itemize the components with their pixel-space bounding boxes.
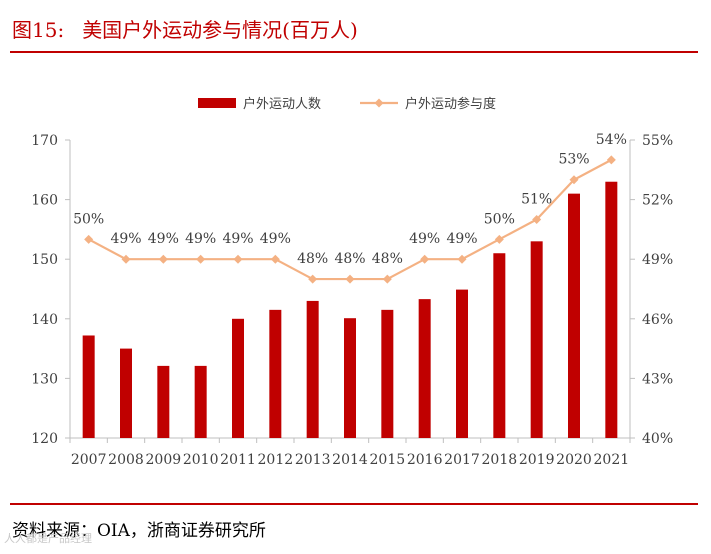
right-tick-label: 43%	[642, 371, 673, 387]
right-tick-label: 49%	[642, 252, 673, 268]
x-tick-label: 2013	[295, 452, 331, 468]
outdoor-participation-chart: 户外运动人数 户外运动参与度 120 130 140 150 160 170 40% 43% 46…	[31, 96, 673, 468]
source-note: 资料来源：OIA，浙商证券研究所	[12, 521, 266, 541]
chart-title: 美国户外运动参与情况(百万人)	[82, 18, 358, 42]
participation-point-2015	[382, 274, 392, 284]
x-tick-label: 2014	[332, 452, 368, 468]
x-tick-label: 2019	[519, 452, 555, 468]
left-tick-label: 160	[31, 193, 58, 209]
figure-label: 图15:	[12, 18, 65, 42]
participation-point-2016	[420, 254, 430, 264]
participation-label-2010: 49%	[185, 231, 216, 247]
bar-2010	[194, 365, 207, 438]
x-tick-label: 2012	[258, 452, 294, 468]
bar-2019	[530, 241, 543, 438]
legend-bar-label: 户外运动人数	[243, 96, 321, 112]
bar-2013	[306, 300, 319, 438]
source-divider	[10, 503, 698, 505]
x-tick-label: 2017	[444, 452, 480, 468]
bar-2012	[269, 309, 282, 438]
participation-label-2016: 49%	[409, 231, 440, 247]
participation-point-2011	[233, 254, 243, 264]
bar-2014	[344, 318, 356, 438]
x-tick-label: 2015	[370, 452, 406, 468]
x-tick-label: 2016	[407, 452, 443, 468]
x-tick-label: 2021	[594, 452, 630, 468]
participation-label-2019: 51%	[521, 191, 552, 207]
left-tick-label: 140	[31, 312, 58, 328]
bar-2021	[605, 181, 618, 438]
right-tick-label: 46%	[642, 312, 673, 328]
participation-point-2019	[532, 214, 542, 224]
right-tick-label: 52%	[642, 193, 673, 209]
participation-label-2008: 49%	[110, 231, 141, 247]
left-tick-label: 150	[31, 252, 58, 268]
x-tick-label: 2009	[146, 452, 182, 468]
right-tick-label: 40%	[642, 431, 673, 447]
bar-2018	[493, 253, 506, 438]
figure-title: 图15: 美国户外运动参与情况(百万人)	[12, 14, 358, 43]
participation-point-2009	[158, 254, 168, 264]
right-tick-label: 55%	[642, 133, 673, 149]
x-tick-label: 2020	[556, 452, 592, 468]
participation-label-2009: 49%	[148, 231, 179, 247]
bar-2017	[456, 289, 468, 438]
bar-2015	[381, 309, 394, 438]
participation-point-2020	[569, 175, 579, 185]
left-tick-label: 120	[31, 431, 58, 447]
participation-point-2013	[308, 274, 318, 284]
left-tick-label: 170	[31, 133, 58, 149]
x-tick-label: 2008	[108, 452, 144, 468]
participation-point-2017	[457, 254, 467, 264]
participation-label-2012: 49%	[260, 231, 291, 247]
legend-line-marker	[374, 98, 384, 108]
participation-label-2021: 54%	[596, 132, 627, 148]
data-labels: 50% 49% 49% 49% 49% 49% 48% 48% 48% 49% 49% 50% 51% 5…	[73, 132, 627, 267]
legend-bar-swatch	[198, 98, 236, 108]
participation-point-2012	[270, 254, 280, 264]
participation-label-2007: 50%	[73, 211, 104, 227]
participation-point-2021	[606, 155, 616, 165]
participation-label-2013: 48%	[297, 251, 328, 267]
participation-label-2017: 49%	[446, 231, 477, 247]
participation-point-2010	[196, 254, 206, 264]
x-tick-label: 2007	[71, 452, 107, 468]
legend-line-label: 户外运动参与度	[405, 96, 496, 112]
participation-point-2018	[494, 234, 504, 244]
bar-2008	[120, 348, 132, 438]
bar-2016	[418, 299, 431, 438]
title-divider	[10, 51, 698, 53]
x-tick-label: 2011	[220, 452, 256, 468]
participation-point-2014	[345, 274, 355, 284]
participation-label-2015: 48%	[372, 251, 403, 267]
participation-label-2011: 49%	[222, 231, 253, 247]
participation-point-2007	[84, 234, 94, 244]
watermark: 人人都是产品经理	[4, 532, 92, 545]
x-tick-label: 2018	[482, 452, 518, 468]
participation-label-2020: 53%	[558, 152, 589, 168]
participation-point-2008	[121, 254, 131, 264]
bar-2020	[568, 193, 580, 438]
participation-label-2014: 48%	[334, 251, 365, 267]
legend: 户外运动人数 户外运动参与度	[198, 96, 496, 112]
bar-2009	[157, 365, 170, 438]
x-tick-label: 2010	[183, 452, 219, 468]
bar-2007	[82, 335, 95, 438]
bars	[82, 181, 618, 438]
left-tick-label: 130	[31, 371, 58, 387]
participation-line	[84, 155, 616, 284]
bar-2011	[232, 318, 244, 438]
participation-label-2018: 50%	[484, 211, 515, 227]
